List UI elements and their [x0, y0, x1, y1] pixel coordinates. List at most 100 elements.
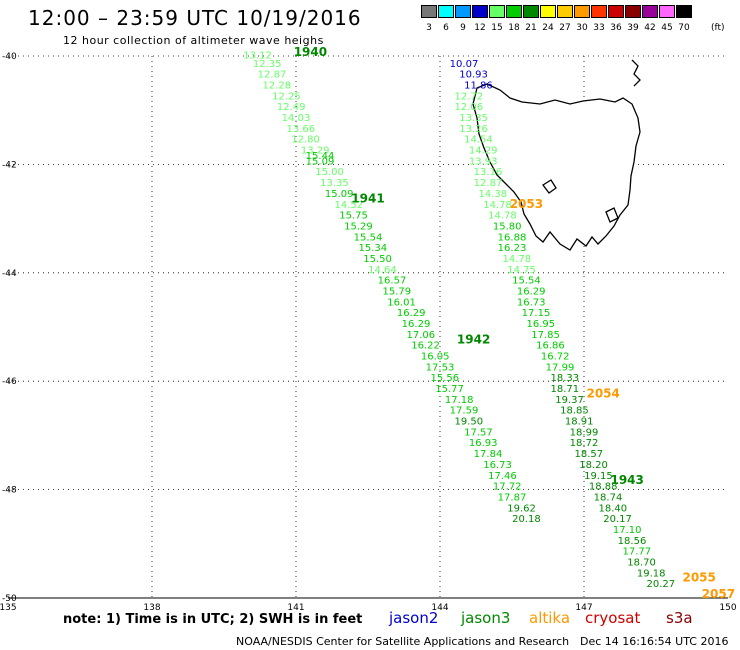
swh-data-label: 12.87 [474, 178, 503, 189]
y-tick-label: -48 [2, 486, 17, 496]
x-tick-label: 135 [0, 603, 17, 613]
swh-data-label: 18.70 [627, 557, 656, 568]
legend-swatch [455, 5, 471, 18]
swh-data-label: 16.29 [397, 308, 426, 319]
legend-label: 42 [644, 23, 656, 33]
swh-data-label: 17.57 [464, 427, 493, 438]
swh-data-label: 14.78 [502, 254, 531, 265]
legend-swatch [676, 5, 692, 18]
swh-data-label: 16.23 [498, 243, 527, 254]
swh-data-label: 14.78 [488, 211, 517, 222]
swh-data-label: 11.86 [464, 81, 493, 92]
swh-data-label: 15.54 [512, 276, 541, 287]
legend-label: 70 [678, 23, 690, 33]
legend-label: 3 [426, 23, 432, 33]
swh-data-label: 10.93 [459, 70, 488, 81]
swh-data-label: 12.35 [253, 59, 282, 70]
swh-data-label: 16.72 [541, 352, 570, 363]
swh-data-label: 13.16 [474, 167, 503, 178]
coastline-fragment [605, 207, 619, 223]
swh-data-label: 18.57 [574, 449, 603, 460]
swh-data-label: 15.56 [430, 373, 459, 384]
track-time-label: 2055 [682, 571, 715, 585]
swh-data-label: 17.72 [493, 482, 522, 493]
swh-data-label: 16.73 [483, 460, 512, 471]
x-tick-label: 147 [575, 603, 592, 613]
track-time-label: 2054 [586, 386, 619, 400]
swh-data-label: 17.10 [613, 525, 642, 536]
legend-swatch [625, 5, 641, 18]
swh-data-label: 15.44 [306, 151, 335, 162]
legend-unit: (ft) [711, 23, 725, 33]
legend-label: 30 [576, 23, 588, 33]
swh-data-label: 20.18 [512, 514, 541, 525]
swh-data-label: 13.35 [459, 113, 488, 124]
swh-data-label: 16.93 [469, 438, 498, 449]
page-subtitle: 12 hour collection of altimeter wave hei… [63, 34, 324, 47]
legend-label: 27 [559, 23, 571, 33]
swh-data-label: 17.85 [531, 330, 560, 341]
legend-label: 21 [525, 23, 537, 33]
footer-credit: NOAA/NESDIS Center for Satellite Applica… [236, 635, 570, 648]
swh-data-label: 15.80 [493, 221, 522, 232]
legend-swatch [506, 5, 522, 18]
data-marks: 10.0710.9311.8613.1212.3512.8712.2812.25… [243, 51, 675, 590]
legend-label: 9 [460, 23, 466, 33]
satellite-label-s3a: s3a [666, 609, 693, 627]
legend-swatch [523, 5, 539, 18]
swh-data-label: 19.18 [637, 568, 666, 579]
swh-data-label: 18.33 [550, 373, 579, 384]
swh-data-label: 13.29 [301, 146, 330, 157]
swh-data-label: 20.17 [603, 514, 632, 525]
track-time-label: 1943 [610, 473, 643, 487]
legend-label: 6 [443, 23, 449, 33]
footer-note: note: 1) Time is in UTC; 2) SWH is in fe… [63, 612, 363, 627]
swh-data-label: 19.62 [507, 503, 536, 514]
footer-timestamp: Dec 14 16:16:54 UTC 2016 [580, 635, 729, 648]
swh-data-label: 18.99 [570, 427, 599, 438]
track-time-label: 2057 [702, 587, 735, 601]
swh-data-label: 18.85 [560, 406, 589, 417]
swh-data-label: 16.95 [526, 319, 555, 330]
swh-data-label: 16.57 [378, 276, 407, 287]
color-legend: (ft) 3 6 9 12 15 18 21 24 27 30 33 36 39 42 45 70 [421, 5, 728, 41]
swh-data-label: 18.71 [550, 384, 579, 395]
tasmania-outline [472, 83, 641, 251]
legend-swatch [421, 5, 437, 18]
swh-data-label: 15.09 [306, 156, 335, 167]
swh-data-label: 17.53 [426, 362, 455, 373]
swh-data-label: 15.75 [339, 211, 368, 222]
swh-data-label: 18.74 [594, 492, 623, 503]
y-tick-label: -40 [2, 52, 17, 62]
swh-data-label: 12.72 [454, 91, 483, 102]
swh-data-label: 18.91 [565, 417, 594, 428]
swh-data-label: 18.56 [618, 536, 647, 547]
swh-data-label: 13.26 [459, 124, 488, 135]
legend-label: 36 [610, 23, 622, 33]
legend-label: 45 [661, 23, 673, 33]
swh-data-label: 12.87 [258, 70, 287, 81]
swh-data-label: 18.40 [598, 503, 627, 514]
swh-data-label: 18.88 [589, 482, 618, 493]
swh-data-label: 15.79 [382, 286, 411, 297]
swh-data-label: 15.29 [344, 221, 373, 232]
swh-data-label: 18.20 [579, 460, 608, 471]
swh-data-label: 14.78 [483, 200, 512, 211]
swh-data-label: 19.37 [555, 395, 584, 406]
legend-swatch [659, 5, 675, 18]
legend-swatch [540, 5, 556, 18]
track-time-label: 1940 [294, 45, 327, 59]
swh-data-label: 13.12 [243, 51, 272, 62]
track-time-label: 1941 [351, 191, 384, 205]
swh-data-label: 13.66 [286, 124, 315, 135]
x-tick-label: 138 [143, 603, 160, 613]
swh-data-label: 18.72 [570, 438, 599, 449]
swh-data-label: 17.77 [622, 547, 651, 558]
swh-data-label: 17.06 [406, 330, 435, 341]
satellite-label-altika: altika [529, 609, 571, 627]
swh-data-label: 16.86 [536, 341, 565, 352]
swh-data-label: 15.34 [358, 243, 387, 254]
swh-data-label: 17.84 [474, 449, 503, 460]
legend-swatch [472, 5, 488, 18]
